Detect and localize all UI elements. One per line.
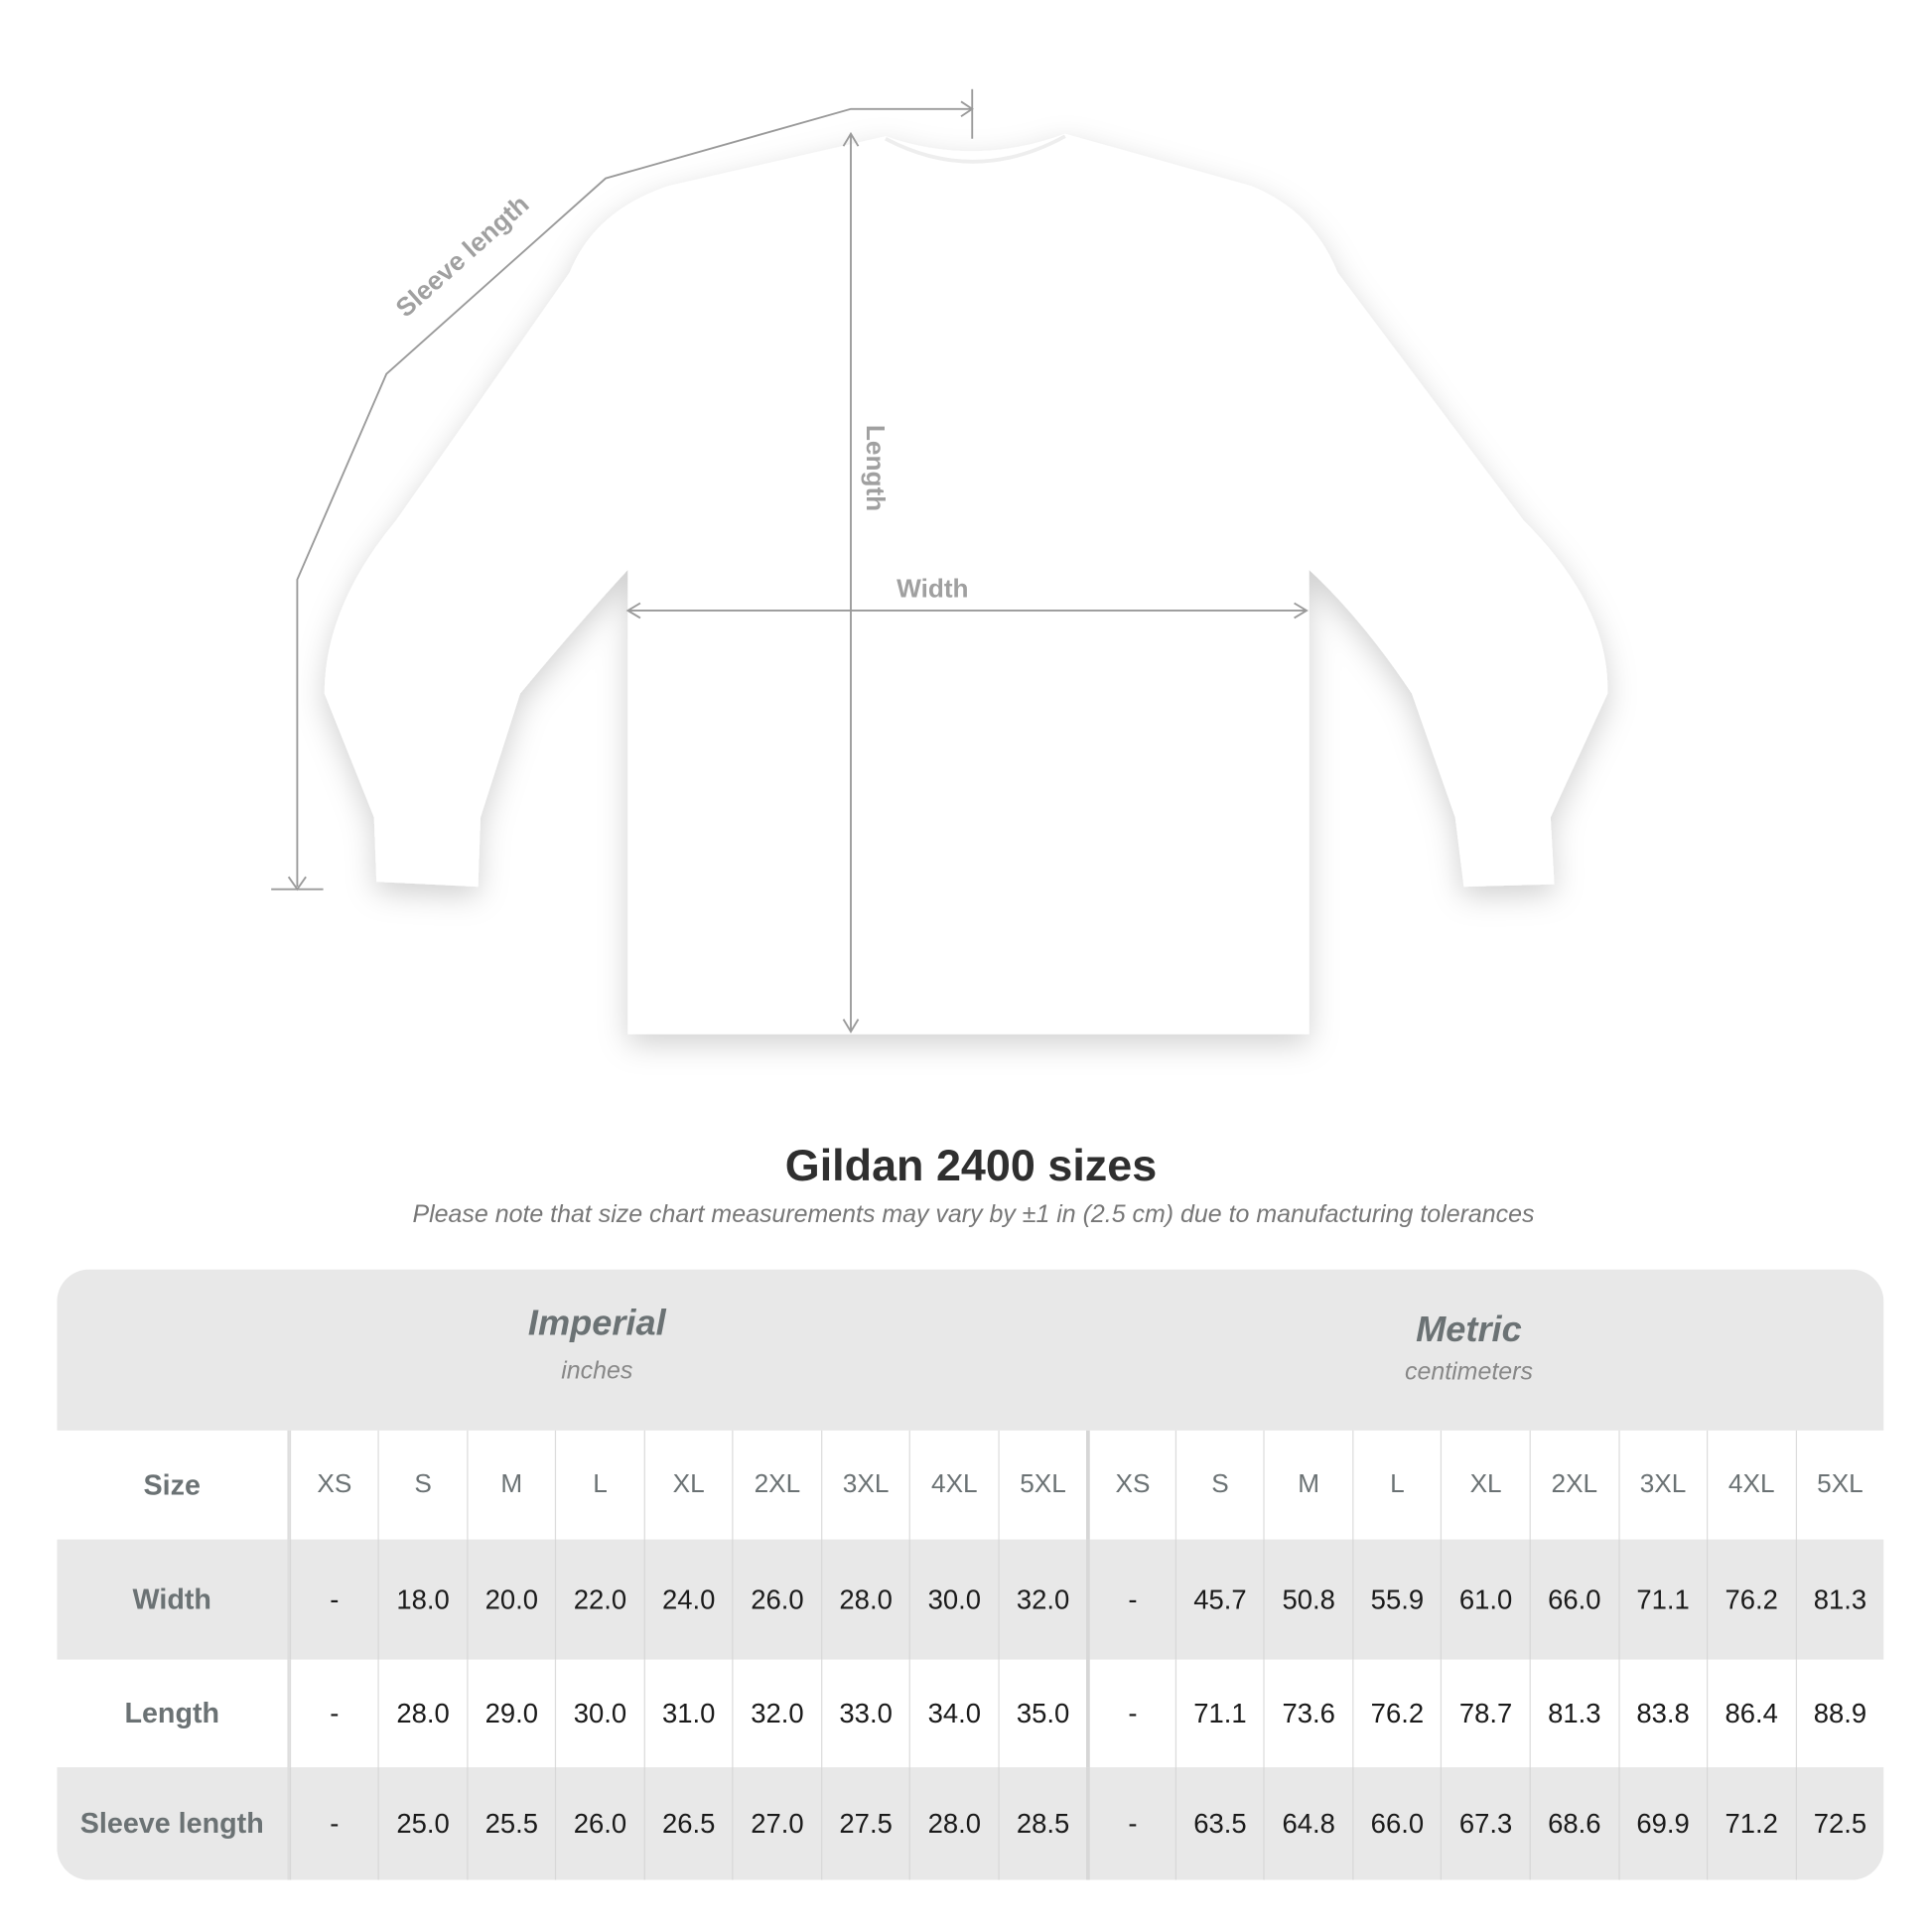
sleeve-length-label: Sleeve length (390, 189, 535, 323)
metric-unit: centimeters (1404, 1358, 1533, 1386)
value-cell: 71.1 (1617, 1539, 1707, 1660)
sleeve-length-line (296, 107, 973, 888)
size-header-cell: 3XL (820, 1430, 909, 1540)
value-cell: 28.5 (998, 1767, 1086, 1880)
value-cell: 68.6 (1529, 1767, 1618, 1880)
shirt-measurement-diagram: Sleeve length Length Width (271, 88, 1608, 1035)
value-cell: - (1086, 1659, 1175, 1768)
value-cell: 88.9 (1795, 1659, 1883, 1768)
size-header-cell: 4XL (1707, 1430, 1795, 1540)
value-cell: 28.0 (377, 1659, 467, 1768)
size-header-cell: XL (1441, 1430, 1529, 1540)
size-header-row: Size XS S M L XL 2XL 3XL 4XL 5XL XS S M L XL 2XL 3XL 4XL 5… (57, 1430, 1883, 1540)
value-cell: 66.0 (1352, 1767, 1441, 1880)
length-label: Length (861, 425, 891, 511)
size-header-cell: M (1263, 1430, 1352, 1540)
size-header-cell: XL (643, 1430, 732, 1540)
value-cell: 50.8 (1263, 1539, 1352, 1660)
metric-header: Metric centimeters (1345, 1311, 1592, 1387)
size-header-cell: M (467, 1430, 555, 1540)
value-cell: 81.3 (1795, 1539, 1883, 1660)
value-cell: 26.5 (643, 1767, 732, 1880)
value-cell: 28.0 (820, 1539, 909, 1660)
value-cell: 83.8 (1617, 1659, 1707, 1768)
size-header-cell: 2XL (1529, 1430, 1618, 1540)
value-cell: 64.8 (1263, 1767, 1352, 1880)
size-header-cell: 4XL (909, 1430, 998, 1540)
imperial-header: Imperial inches (474, 1305, 721, 1386)
size-header-cell: XS (1086, 1430, 1175, 1540)
row-label: Width (57, 1539, 290, 1660)
row-label: Length (57, 1659, 290, 1768)
table-row: Width -18.0 20.0 22.0 24.0 26.0 28.0 30.0 32.0-4… (57, 1539, 1884, 1660)
value-cell: 28.0 (909, 1767, 998, 1880)
size-header-cell: 2XL (732, 1430, 821, 1540)
value-cell: - (289, 1767, 378, 1880)
size-header-cell: 3XL (1617, 1430, 1707, 1540)
long-sleeve-shirt (324, 133, 1608, 1035)
imperial-unit: inches (561, 1357, 633, 1385)
table-row: Sleeve length -25.0 25.5 26.0 26.5 27.0 27.5 28… (57, 1767, 1884, 1880)
metric-title: Metric (1416, 1310, 1522, 1350)
value-cell: 81.3 (1529, 1659, 1618, 1768)
value-cell: 45.7 (1174, 1539, 1264, 1660)
value-cell: 30.0 (555, 1659, 643, 1768)
size-header-cell: S (377, 1430, 467, 1540)
size-header-cell: L (555, 1430, 643, 1540)
size-header-cell: 5XL (1795, 1430, 1883, 1540)
value-cell: 22.0 (555, 1539, 643, 1660)
value-cell: 27.0 (732, 1767, 821, 1880)
value-cell: 67.3 (1441, 1767, 1529, 1880)
value-cell: 34.0 (909, 1659, 998, 1768)
value-cell: 71.1 (1174, 1659, 1264, 1768)
value-cell: 66.0 (1529, 1539, 1618, 1660)
value-cell: 20.0 (467, 1539, 555, 1660)
value-cell: 69.9 (1617, 1767, 1707, 1880)
value-cell: 29.0 (467, 1659, 555, 1768)
value-cell: 32.0 (998, 1539, 1086, 1660)
value-cell: 55.9 (1352, 1539, 1441, 1660)
value-cell: 26.0 (555, 1767, 643, 1880)
value-cell: 61.0 (1441, 1539, 1529, 1660)
value-cell: 35.0 (998, 1659, 1086, 1768)
value-cell: - (289, 1659, 378, 1768)
size-header-cell: S (1174, 1430, 1264, 1540)
value-cell: 30.0 (909, 1539, 998, 1660)
value-cell: 73.6 (1263, 1659, 1352, 1768)
unit-header-band (57, 1269, 1884, 1431)
value-cell: 78.7 (1441, 1659, 1529, 1768)
width-label: Width (897, 573, 968, 603)
size-header-cell: 5XL (998, 1430, 1086, 1540)
value-cell: 71.2 (1707, 1767, 1795, 1880)
value-cell: 31.0 (643, 1659, 732, 1768)
row-label: Sleeve length (57, 1767, 290, 1880)
row-label: Size (57, 1430, 290, 1540)
value-cell: 76.2 (1707, 1539, 1795, 1660)
value-cell: - (1086, 1539, 1175, 1660)
size-header-cell: XS (289, 1430, 378, 1540)
value-cell: 18.0 (377, 1539, 467, 1660)
value-cell: 76.2 (1352, 1659, 1441, 1768)
tolerance-note: Please note that size chart measurements… (412, 1201, 1535, 1229)
value-cell: 63.5 (1174, 1767, 1264, 1880)
imperial-title: Imperial (527, 1304, 666, 1344)
page-title: Gildan 2400 sizes (784, 1139, 1158, 1190)
value-cell: 33.0 (820, 1659, 909, 1768)
value-cell: 25.0 (377, 1767, 467, 1880)
value-cell: - (1086, 1767, 1175, 1880)
value-cell: 26.0 (732, 1539, 821, 1660)
value-cell: 86.4 (1707, 1659, 1795, 1768)
value-cell: 24.0 (643, 1539, 732, 1660)
size-header-cell: L (1352, 1430, 1441, 1540)
value-cell: 72.5 (1795, 1767, 1883, 1880)
table-row: Length -28.0 29.0 30.0 31.0 32.0 33.0 34.0 35.0-… (57, 1659, 1883, 1768)
measurement-lines (271, 88, 1309, 1034)
value-cell: - (289, 1539, 378, 1660)
value-cell: 27.5 (820, 1767, 909, 1880)
value-cell: 25.5 (467, 1767, 555, 1880)
value-cell: 32.0 (732, 1659, 821, 1768)
size-table: Imperial inches Metric centimeters Size X… (57, 1269, 1884, 1880)
